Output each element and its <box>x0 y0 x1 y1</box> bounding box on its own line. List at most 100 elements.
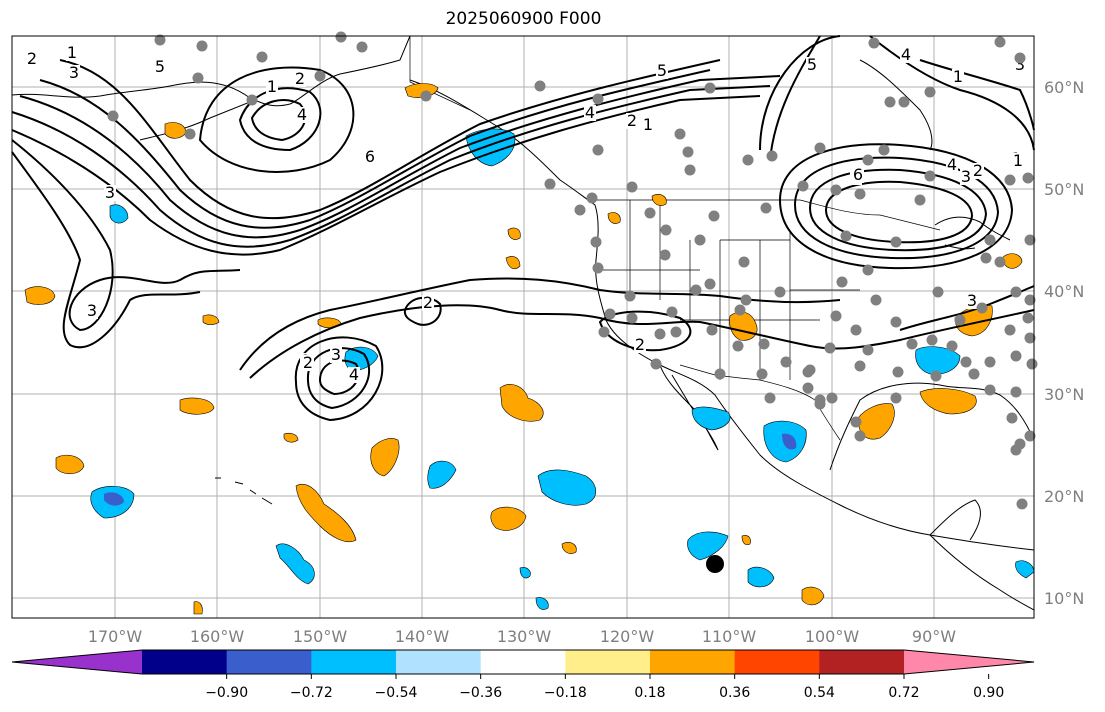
station-dot <box>850 324 862 336</box>
station-dot <box>764 392 776 404</box>
pacific-northwest-coastline <box>409 79 1035 551</box>
colorbar-bin <box>311 650 397 674</box>
latitude-tick-label: 60°N <box>1044 78 1084 97</box>
station-dot <box>976 302 988 314</box>
station-dot <box>742 154 754 166</box>
station-dot <box>984 356 996 368</box>
station-dot <box>814 142 826 154</box>
station-dot <box>1010 350 1022 362</box>
station-dot <box>968 368 980 380</box>
negative-area <box>109 204 129 224</box>
positive-area <box>370 438 400 477</box>
station-dot <box>356 41 368 53</box>
station-dot <box>1016 498 1028 510</box>
negative-anomaly-areas <box>90 128 1035 610</box>
contour-label: 1 <box>643 115 653 134</box>
positive-area <box>919 388 977 415</box>
contour-label-background <box>806 57 818 73</box>
contour-label: 1 <box>267 77 277 96</box>
contour-label-background <box>364 149 376 165</box>
station-dot <box>914 194 926 206</box>
colorbar-tick-label: 0.18 <box>634 685 665 701</box>
station-dot <box>1024 332 1036 344</box>
colorbar-tick-label: −0.18 <box>544 685 587 701</box>
station-dot <box>1006 412 1018 424</box>
station-dot <box>854 188 866 200</box>
station-dot <box>840 230 852 242</box>
station-dot <box>802 382 814 394</box>
latitude-tick-label: 30°N <box>1044 385 1084 404</box>
longitude-tick-label: 150°W <box>293 627 348 646</box>
station-dot <box>624 290 636 302</box>
contour-labels: 12321345632462154365413123223421 <box>26 43 1026 384</box>
contour-label-background <box>266 79 278 95</box>
station-dot <box>738 256 750 268</box>
contour-label-background <box>852 167 864 183</box>
contour-label: 3 <box>961 167 971 186</box>
contour-line <box>198 66 355 173</box>
positive-area <box>24 286 56 305</box>
contour-label-background <box>642 117 654 133</box>
contour-label-background <box>656 63 668 79</box>
contour-label-background <box>634 337 646 353</box>
station-dot <box>592 262 604 274</box>
station-dot <box>1026 358 1038 370</box>
coastlines <box>11 35 1035 611</box>
colorbar-bin <box>226 650 312 674</box>
contour-label: 1 <box>953 67 963 86</box>
contour-label: 4 <box>585 103 595 122</box>
positive-area <box>507 227 521 240</box>
longitude-tick-label: 130°W <box>497 627 552 646</box>
contour-label-background <box>1012 153 1024 169</box>
contour-label-background <box>330 347 342 363</box>
map-panel <box>12 36 1034 618</box>
us-canada-border <box>596 199 941 231</box>
station-dot <box>1010 286 1022 298</box>
latitude-tick-label: 10°N <box>1044 589 1084 608</box>
contour-label-background <box>960 169 972 185</box>
negative-area <box>915 346 961 375</box>
colorbar-bin <box>650 650 736 674</box>
longitude-tick-label: 90°W <box>912 627 956 646</box>
station-dot <box>1024 234 1036 246</box>
station-dot <box>192 72 204 84</box>
longitude-tick-label: 170°W <box>88 627 143 646</box>
station-dot <box>802 366 814 378</box>
station-dot <box>870 294 882 306</box>
station-dot <box>1004 324 1016 336</box>
station-dot <box>659 249 671 261</box>
station-dot <box>906 338 918 350</box>
station-dot <box>756 368 768 380</box>
station-dot <box>654 328 666 340</box>
contour-label: 3 <box>331 345 341 364</box>
contour-label: 5 <box>807 55 817 74</box>
station-dot <box>626 312 638 324</box>
station-dot <box>314 70 326 82</box>
station-dot <box>890 316 902 328</box>
station-dot <box>256 51 268 63</box>
contour-label-background <box>626 113 638 129</box>
contour-label-background <box>972 163 984 179</box>
station-dot <box>626 181 638 193</box>
station-dot <box>420 90 432 102</box>
station-dot <box>830 184 842 196</box>
yucatan-coastline <box>929 499 981 541</box>
station-dot <box>758 338 770 350</box>
station-dot <box>1010 386 1022 398</box>
station-dot <box>604 308 616 320</box>
negative-area <box>519 567 531 579</box>
positive-area <box>607 212 621 224</box>
station-dot <box>984 234 996 246</box>
contour-line <box>239 277 841 371</box>
contour-line <box>598 310 692 352</box>
station-dot <box>930 370 942 382</box>
station-dot <box>994 256 1006 268</box>
station-dot <box>760 202 772 214</box>
longitude-tick-label: 100°W <box>805 627 860 646</box>
colorbar-tick-label: −0.36 <box>459 685 502 701</box>
station-dot <box>592 93 604 105</box>
station-dot <box>890 236 902 248</box>
contour-label-background <box>294 71 306 87</box>
station-dot <box>196 40 208 52</box>
contour-label: 3 <box>1015 55 1025 74</box>
